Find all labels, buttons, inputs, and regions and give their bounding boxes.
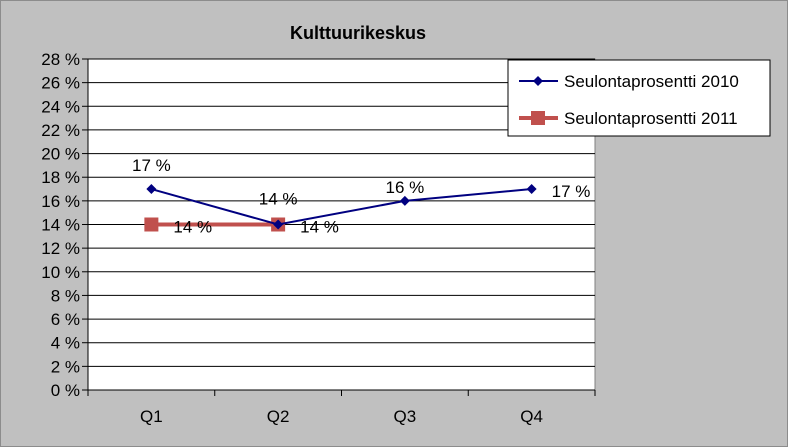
y-tick-label: 4 % <box>51 334 80 353</box>
y-axis-ticks: 0 % 2 % 4 % 6 % 8 % 10 % 12 % 14 % 16 % 18 % 20 % 2… <box>41 50 88 400</box>
data-labels-series-2: 14 % 14 % <box>173 218 339 237</box>
data-label: 14 % <box>259 190 298 209</box>
y-tick-label: 26 % <box>41 74 80 93</box>
data-point <box>273 219 284 230</box>
data-label: 17 % <box>552 182 591 201</box>
legend-entry: Seulontaprosentti 2010 <box>564 72 739 91</box>
data-point <box>399 195 410 206</box>
y-tick-label: 18 % <box>41 168 80 187</box>
legend-box <box>507 59 771 137</box>
data-point <box>144 217 159 232</box>
legend-entry: Seulontaprosentti 2011 <box>564 109 738 128</box>
data-label: 14 % <box>173 218 212 237</box>
data-point <box>146 184 157 195</box>
series-1 <box>146 184 537 230</box>
data-point <box>526 184 537 195</box>
data-label: 16 % <box>386 178 425 197</box>
x-tick-label: Q2 <box>267 407 290 426</box>
x-axis-ticks: Q1 Q2 Q3 Q4 <box>87 390 596 426</box>
y-tick-label: 28 % <box>41 50 80 69</box>
gridlines <box>87 58 595 391</box>
y-tick-label: 24 % <box>41 97 80 116</box>
y-tick-label: 0 % <box>51 381 80 400</box>
y-tick-label: 22 % <box>41 121 80 140</box>
data-label: 14 % <box>300 218 339 237</box>
legend: Seulontaprosentti 2010 Seulontaprosentti … <box>507 59 771 137</box>
y-tick-label: 16 % <box>41 192 80 211</box>
data-labels-series-1: 17 % 14 % 16 % 17 % <box>132 156 590 208</box>
x-tick-label: Q1 <box>140 407 163 426</box>
data-label: 17 % <box>132 156 171 175</box>
y-tick-label: 12 % <box>41 239 80 258</box>
y-tick-label: 8 % <box>51 286 80 305</box>
x-tick-label: Q3 <box>394 407 417 426</box>
y-tick-label: 2 % <box>51 357 80 376</box>
series-line <box>151 188 532 226</box>
legend-marker <box>533 76 543 86</box>
y-tick-label: 14 % <box>41 216 80 235</box>
series-2 <box>144 217 286 232</box>
y-tick-label: 10 % <box>41 263 80 282</box>
chart-title: Kulttuurikeskus <box>290 23 426 43</box>
y-tick-label: 20 % <box>41 145 80 164</box>
y-tick-label: 6 % <box>51 310 80 329</box>
series-layer: 17 %14 %16 % 17 %14 % 14 % <box>132 156 590 236</box>
x-tick-label: Q4 <box>520 407 543 426</box>
legend-marker <box>531 111 545 125</box>
